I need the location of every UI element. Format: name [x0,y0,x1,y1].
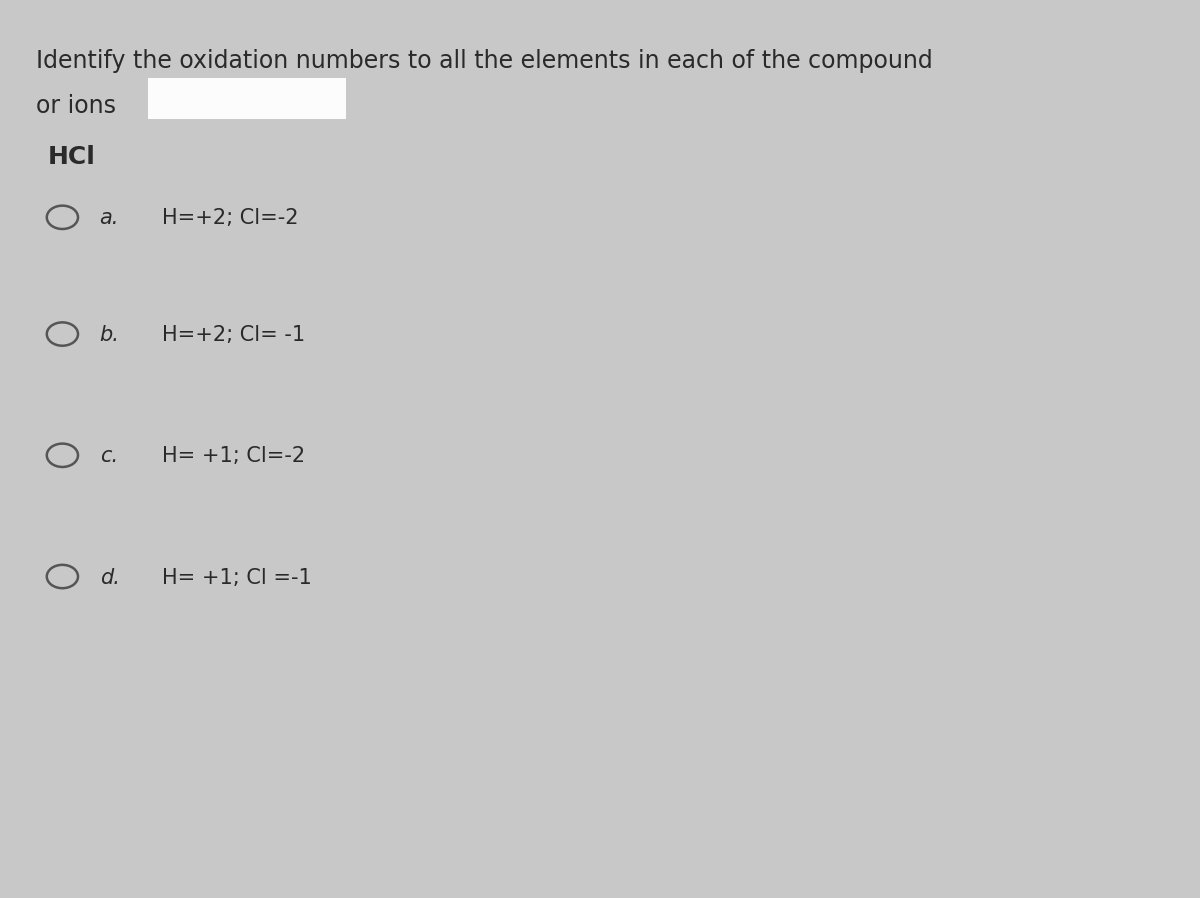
Text: H= +1; Cl=-2: H= +1; Cl=-2 [162,446,305,466]
Text: HCl: HCl [48,145,96,170]
Text: c.: c. [100,446,118,466]
Text: a.: a. [100,208,119,228]
Text: or ions: or ions [36,94,116,119]
FancyBboxPatch shape [148,78,346,119]
Text: Identify the oxidation numbers to all the elements in each of the compound: Identify the oxidation numbers to all th… [36,49,932,74]
Text: d.: d. [100,568,120,587]
Text: b.: b. [100,325,120,345]
Text: H=+2; Cl=-2: H=+2; Cl=-2 [162,208,299,228]
Text: H=+2; Cl= -1: H=+2; Cl= -1 [162,325,305,345]
Text: H= +1; Cl =-1: H= +1; Cl =-1 [162,568,312,587]
